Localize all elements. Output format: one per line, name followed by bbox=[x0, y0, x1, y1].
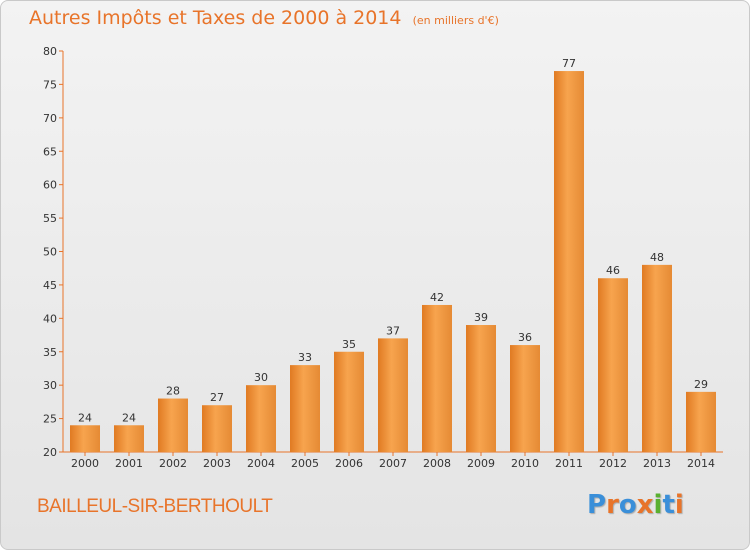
y-tick-label: 80 bbox=[43, 45, 57, 58]
bar-2014 bbox=[686, 391, 716, 452]
data-labels: 24 24 28 27 30 33 35 37 42 39 36 77 46 48 29 bbox=[78, 57, 708, 424]
data-label-2004: 30 bbox=[254, 371, 268, 384]
bar-2001 bbox=[114, 425, 144, 452]
data-label-2014: 29 bbox=[694, 378, 708, 391]
bar-2002 bbox=[158, 398, 188, 452]
y-tick-label: 25 bbox=[43, 413, 57, 426]
chart-title: Autres Impôts et Taxes de 2000 à 2014 bbox=[29, 7, 402, 29]
bar-2011 bbox=[554, 71, 584, 453]
y-tick-label: 40 bbox=[43, 312, 57, 325]
y-tick-label: 60 bbox=[43, 179, 57, 192]
x-tick-label: 2013 bbox=[643, 457, 671, 470]
bars bbox=[70, 71, 716, 453]
brand-letter: r bbox=[606, 490, 619, 520]
y-tick-label: 70 bbox=[43, 112, 57, 125]
y-tick-label: 20 bbox=[43, 446, 57, 459]
data-label-2009: 39 bbox=[474, 311, 488, 324]
x-tick-label: 2007 bbox=[379, 457, 407, 470]
brand-letter: i bbox=[674, 490, 684, 520]
bar-2005 bbox=[290, 365, 320, 452]
bar-2012 bbox=[598, 278, 628, 452]
data-label-2006: 35 bbox=[342, 338, 356, 351]
data-label-2011: 77 bbox=[562, 57, 576, 70]
x-tick-label: 2010 bbox=[511, 457, 539, 470]
brand-letter: x bbox=[636, 490, 654, 520]
x-tick-label: 2000 bbox=[71, 457, 99, 470]
y-tick-label: 55 bbox=[43, 212, 57, 225]
y-tick-label: 30 bbox=[43, 379, 57, 392]
brand-letter: o bbox=[618, 490, 637, 520]
y-tick-label: 45 bbox=[43, 279, 57, 292]
bar-2010 bbox=[510, 345, 540, 452]
x-tick-label: 2001 bbox=[115, 457, 143, 470]
data-label-2013: 48 bbox=[650, 251, 664, 264]
x-tick-label: 2005 bbox=[291, 457, 319, 470]
y-tick-label: 65 bbox=[43, 145, 57, 158]
y-tick-label: 35 bbox=[43, 346, 57, 359]
bar-2009 bbox=[466, 325, 496, 452]
x-tick-label: 2012 bbox=[599, 457, 627, 470]
chart-title-row: Autres Impôts et Taxes de 2000 à 2014 (e… bbox=[29, 7, 499, 29]
data-label-2010: 36 bbox=[518, 331, 532, 344]
bar-2006 bbox=[334, 351, 364, 452]
y-tick-label: 75 bbox=[43, 78, 57, 91]
bar-2007 bbox=[378, 338, 408, 452]
data-label-2008: 42 bbox=[430, 291, 444, 304]
bar-2004 bbox=[246, 385, 276, 452]
data-label-2002: 28 bbox=[166, 385, 180, 398]
chart-unit: (en milliers d'€) bbox=[412, 14, 499, 27]
data-label-2007: 37 bbox=[386, 324, 400, 337]
x-tick-label: 2003 bbox=[203, 457, 231, 470]
y-tick-label: 50 bbox=[43, 246, 57, 259]
data-label-2003: 27 bbox=[210, 391, 224, 404]
data-label-2000: 24 bbox=[78, 411, 92, 424]
x-tick-label: 2002 bbox=[159, 457, 187, 470]
bar-2003 bbox=[202, 405, 232, 452]
data-label-2001: 24 bbox=[122, 411, 136, 424]
bar-2008 bbox=[422, 304, 452, 452]
x-tick-label: 2009 bbox=[467, 457, 495, 470]
bar-2013 bbox=[642, 264, 672, 452]
brand-logo: Proxiti bbox=[587, 490, 684, 520]
brand-letter: t bbox=[662, 490, 675, 520]
data-label-2005: 33 bbox=[298, 351, 312, 364]
data-label-2012: 46 bbox=[606, 264, 620, 277]
bar-2000 bbox=[70, 425, 100, 452]
x-tick-label: 2011 bbox=[555, 457, 583, 470]
commune-name: BAILLEUL-SIR-BERTHOULT bbox=[37, 496, 273, 517]
x-tick-label: 2008 bbox=[423, 457, 451, 470]
brand-letter: P bbox=[587, 490, 607, 520]
x-tick-label: 2014 bbox=[687, 457, 715, 470]
x-tick-label: 2006 bbox=[335, 457, 363, 470]
x-tick-label: 2004 bbox=[247, 457, 275, 470]
brand-letter: i bbox=[653, 490, 663, 520]
